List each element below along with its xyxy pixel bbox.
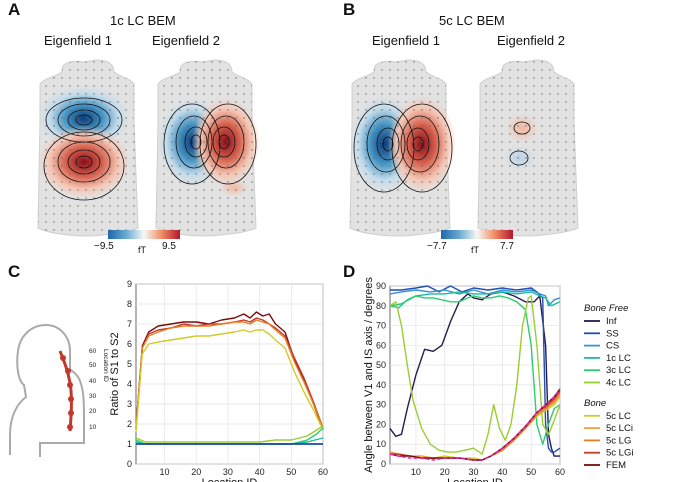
panel-c-xtick-label: 20 [191, 467, 201, 477]
panel-d-legend-item: 5c LCi [606, 423, 633, 434]
panel-c-xtick-label: 60 [318, 467, 328, 477]
panel-d-ylabel: Angle between V1 and IS axis / degrees [363, 277, 375, 473]
panel-d-series-inf [389, 291, 560, 457]
panel-c-letter: C [8, 262, 21, 281]
panel-a-eigenfield1-label: Eigenfield 1 [44, 33, 112, 48]
panel-c-ytick-label: 2 [127, 419, 132, 429]
panel-c-ytick-label: 0 [127, 459, 132, 469]
panel-b-cbar-unit: fT [471, 245, 479, 255]
panel-d-chart: 0 10 20 30 40 50 60 70 80 90 10 20 30 40 50 60 Location … [363, 277, 633, 482]
panel-d-series-ss [390, 285, 561, 453]
panel-a-cbar-min: −9.5 [94, 241, 114, 252]
panel-a-eigenfield1-map [37, 59, 139, 237]
panel-d-ytick-label: 30 [376, 400, 386, 410]
panel-d-legend-item: 5c LGi [606, 448, 633, 459]
panel-a-maps [37, 59, 260, 237]
panel-b-cbar-min: −7.7 [427, 241, 447, 252]
panel-a-colorbar [108, 230, 180, 239]
panel-d-xlabel: Location ID [447, 477, 503, 482]
panel-d-ytick-label: 70 [376, 321, 386, 331]
panel-c-ytick-label: 9 [127, 279, 132, 289]
panel-c-plot-area [135, 283, 324, 465]
panel-d-legend-heading: Bone [584, 398, 606, 409]
panel-c-xlabel: Location ID [202, 477, 258, 482]
panel-a-title: 1c LC BEM [110, 13, 176, 28]
body-outline [9, 323, 85, 457]
spine-marker-60: 60 [89, 348, 97, 355]
panel-c-ytick-label: 5 [127, 359, 132, 369]
panel-b-cbar-max: 7.7 [500, 241, 514, 252]
panel-d-series-4c-lc [389, 295, 561, 455]
panel-c-ytick-label: 8 [127, 299, 132, 309]
spine-location-label: Location ID [102, 349, 109, 382]
panel-c-ytick-label: 6 [127, 339, 132, 349]
panel-d-xtick-label: 30 [469, 467, 479, 477]
panel-c-series-5c-lc [135, 329, 324, 433]
panel-c-series-5c-lgi [135, 317, 324, 431]
panel-c-ytick-label: 3 [127, 399, 132, 409]
panel-b-maps [349, 59, 579, 237]
panel-b-colorbar [441, 230, 513, 239]
panel-d-legend-item: 5c LG [606, 435, 631, 446]
panel-c-series-4c-lc [135, 425, 324, 443]
panel-b-eigenfield2-map [477, 59, 579, 237]
panel-d-xtick-label: 20 [440, 467, 450, 477]
panel-d-series-3c-lc [389, 295, 561, 445]
panel-d-legend-item: 1c LC [606, 353, 631, 364]
panel-d-letter: D [343, 262, 356, 281]
spine-marker-20: 20 [89, 408, 97, 415]
spine-illustration: 60 50 40 30 20 10 Location ID [9, 323, 109, 457]
panel-d-ytick-label: 40 [376, 380, 386, 390]
panel-d-legend-heading: Bone Free [584, 303, 628, 314]
spine-marker-10: 10 [89, 424, 97, 431]
panel-c-xtick-label: 40 [255, 467, 265, 477]
spine-marker-40: 40 [89, 378, 97, 385]
panel-d-xtick-label: 60 [555, 467, 565, 477]
panel-d-plot-area [389, 285, 561, 465]
panel-d-legend-item: FEM [606, 460, 626, 471]
panel-d-legend-item: 5c LC [606, 411, 631, 422]
panel-d-ytick-label: 0 [381, 459, 386, 469]
spine-marker-50: 50 [89, 362, 97, 369]
panel-d-series-1c-lc [389, 291, 561, 307]
panel-d-ytick-label: 90 [376, 281, 386, 291]
panel-d-legend-item: CS [606, 341, 619, 352]
panel-d-ytick-label: 20 [376, 419, 386, 429]
panel-c-series-5c-lg [135, 319, 324, 429]
panel-d-legend-item: SS [606, 328, 619, 339]
spine-marker-30: 30 [89, 393, 97, 400]
panel-b-eigenfield1-map [349, 59, 456, 237]
panel-c-ytick-label: 4 [127, 379, 132, 389]
panel-d-xtick-label: 50 [526, 467, 536, 477]
panel-c-xtick-label: 50 [286, 467, 296, 477]
panel-c-ytick-label: 1 [127, 439, 132, 449]
panel-a-cbar-max: 9.5 [162, 241, 176, 252]
panel-b-eigenfield1-label: Eigenfield 1 [372, 33, 440, 48]
panel-c-chart: 0 1 2 3 4 5 6 7 8 9 10 20 30 40 50 60 Location ID Ratio o… [110, 279, 328, 482]
panel-b-letter: B [343, 0, 356, 19]
panel-b-title: 5c LC BEM [439, 13, 505, 28]
panel-a-cbar-unit: fT [138, 245, 146, 255]
panel-d-xtick-label: 10 [411, 467, 421, 477]
panel-a-letter: A [8, 0, 21, 19]
panel-c-ytick-label: 7 [127, 319, 132, 329]
panel-b-eigenfield2-label: Eigenfield 2 [497, 33, 565, 48]
panel-d-legend-item: 3c LC [606, 365, 631, 376]
panel-c-ylabel: Ratio of S1 to S2 [110, 332, 121, 415]
panel-d-ytick-label: 10 [376, 439, 386, 449]
panel-a-eigenfield2-label: Eigenfield 2 [152, 33, 220, 48]
panel-d-ytick-label: 60 [376, 340, 386, 350]
panel-d-ytick-label: 80 [376, 301, 386, 311]
panel-d-legend-item: Inf [606, 316, 617, 327]
panel-d-ytick-label: 50 [376, 360, 386, 370]
panel-c-xtick-label: 30 [223, 467, 233, 477]
panel-a-eigenfield2-map [155, 59, 260, 237]
panel-d-series-spine-curvature [389, 388, 561, 461]
panel-c-xtick-label: 10 [160, 467, 170, 477]
panel-d-xtick-label: 40 [497, 467, 507, 477]
panel-d-legend-item: 4c LC [606, 378, 631, 389]
